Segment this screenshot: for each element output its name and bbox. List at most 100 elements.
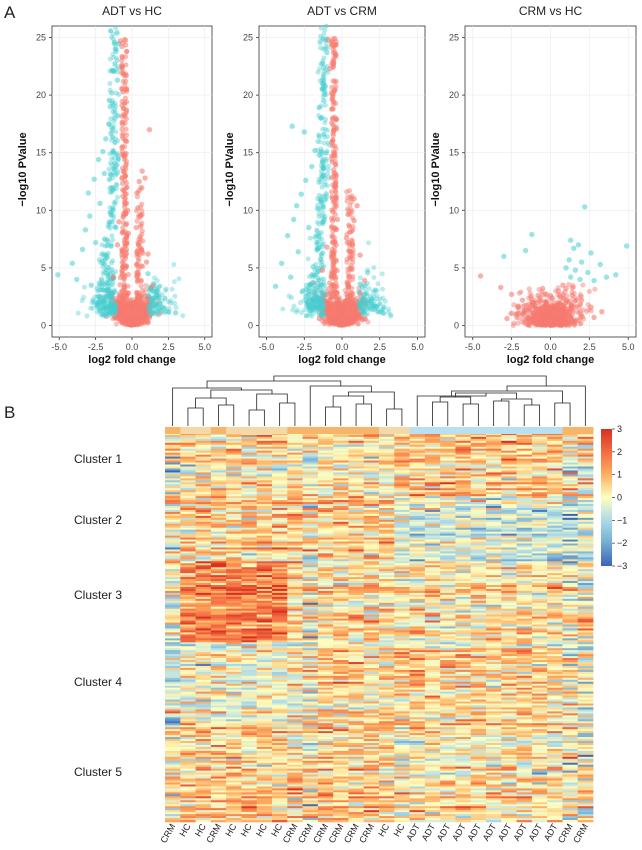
heatmap-cell (470, 434, 487, 438)
data-point (145, 298, 151, 304)
data-point (324, 49, 330, 56)
data-point (588, 304, 594, 310)
data-point (125, 230, 132, 237)
data-point (148, 298, 154, 305)
data-point (134, 194, 141, 200)
data-point (357, 275, 363, 281)
data-point (138, 245, 144, 251)
data-point (322, 140, 328, 146)
data-point (124, 99, 130, 105)
heatmap-cell (180, 440, 196, 444)
data-point (107, 292, 113, 299)
data-point (599, 308, 605, 315)
data-point (114, 113, 120, 119)
data-point (321, 98, 327, 104)
data-point (127, 321, 133, 327)
data-point (291, 216, 297, 223)
heatmap-cell (317, 440, 334, 444)
heatmap-cell (547, 440, 563, 444)
data-point (116, 316, 122, 322)
data-point (330, 61, 336, 67)
data-point (316, 105, 322, 111)
data-point (330, 101, 337, 107)
data-point (564, 293, 570, 299)
data-point (128, 322, 134, 328)
data-point (498, 284, 504, 291)
data-point (325, 167, 331, 173)
data-point (532, 307, 539, 313)
data-point (317, 33, 323, 39)
data-point (133, 320, 140, 326)
heatmap-cell (226, 444, 242, 448)
data-point (120, 264, 126, 270)
data-point (322, 27, 328, 33)
heatmap-cell (195, 444, 212, 448)
data-point (135, 320, 141, 326)
data-point (555, 288, 561, 294)
data-point (144, 304, 151, 310)
data-point (99, 252, 105, 258)
data-point (113, 25, 119, 31)
data-point (137, 239, 143, 245)
data-point (145, 309, 151, 315)
data-point (316, 133, 323, 140)
data-point (111, 314, 118, 321)
data-point (309, 163, 315, 170)
heatmap-cell (302, 434, 319, 438)
data-point (134, 320, 140, 326)
heatmap-cell (531, 434, 548, 438)
data-point (379, 271, 385, 277)
data-point (321, 218, 327, 224)
data-point (176, 276, 182, 282)
data-point (351, 196, 357, 202)
data-point (324, 244, 330, 250)
data-point (360, 298, 366, 304)
data-point (123, 290, 129, 296)
heatmap-cell (256, 442, 273, 446)
data-point (572, 298, 578, 304)
data-point (129, 321, 135, 327)
heatmap-cell (501, 442, 517, 446)
data-point (138, 319, 144, 325)
data-point (125, 317, 131, 323)
heatmap-cell (394, 442, 410, 446)
data-point (146, 295, 152, 301)
data-point (314, 219, 320, 225)
heatmap-cell (180, 434, 196, 438)
data-point (123, 132, 130, 138)
heatmap-cell (302, 440, 319, 444)
data-point (136, 319, 142, 325)
heatmap-cell (287, 442, 303, 446)
data-point (107, 81, 113, 87)
data-point (95, 156, 102, 163)
data-point (303, 177, 309, 184)
heatmap-cell (455, 444, 472, 448)
data-point (143, 308, 149, 314)
data-point (125, 318, 131, 324)
data-point (319, 184, 325, 190)
data-point (358, 305, 364, 311)
data-point (126, 322, 132, 328)
data-point (577, 315, 584, 321)
data-point (116, 309, 122, 315)
heatmap-cell (241, 442, 258, 446)
data-point (289, 123, 295, 129)
data-point (126, 321, 132, 328)
data-point (350, 259, 356, 265)
y-tick-label: 0 (41, 320, 46, 330)
data-point (553, 304, 559, 310)
data-point (122, 138, 129, 144)
data-point (97, 293, 103, 299)
data-point (116, 313, 122, 319)
data-point (129, 321, 135, 327)
data-point (322, 120, 328, 126)
data-point (108, 297, 115, 303)
heatmap-cell (165, 434, 181, 438)
data-point (329, 252, 335, 259)
data-point (127, 320, 133, 327)
data-point (122, 173, 128, 179)
data-point (125, 315, 131, 322)
data-point (116, 309, 122, 315)
data-point (130, 319, 136, 326)
heatmap-cell (363, 440, 380, 444)
